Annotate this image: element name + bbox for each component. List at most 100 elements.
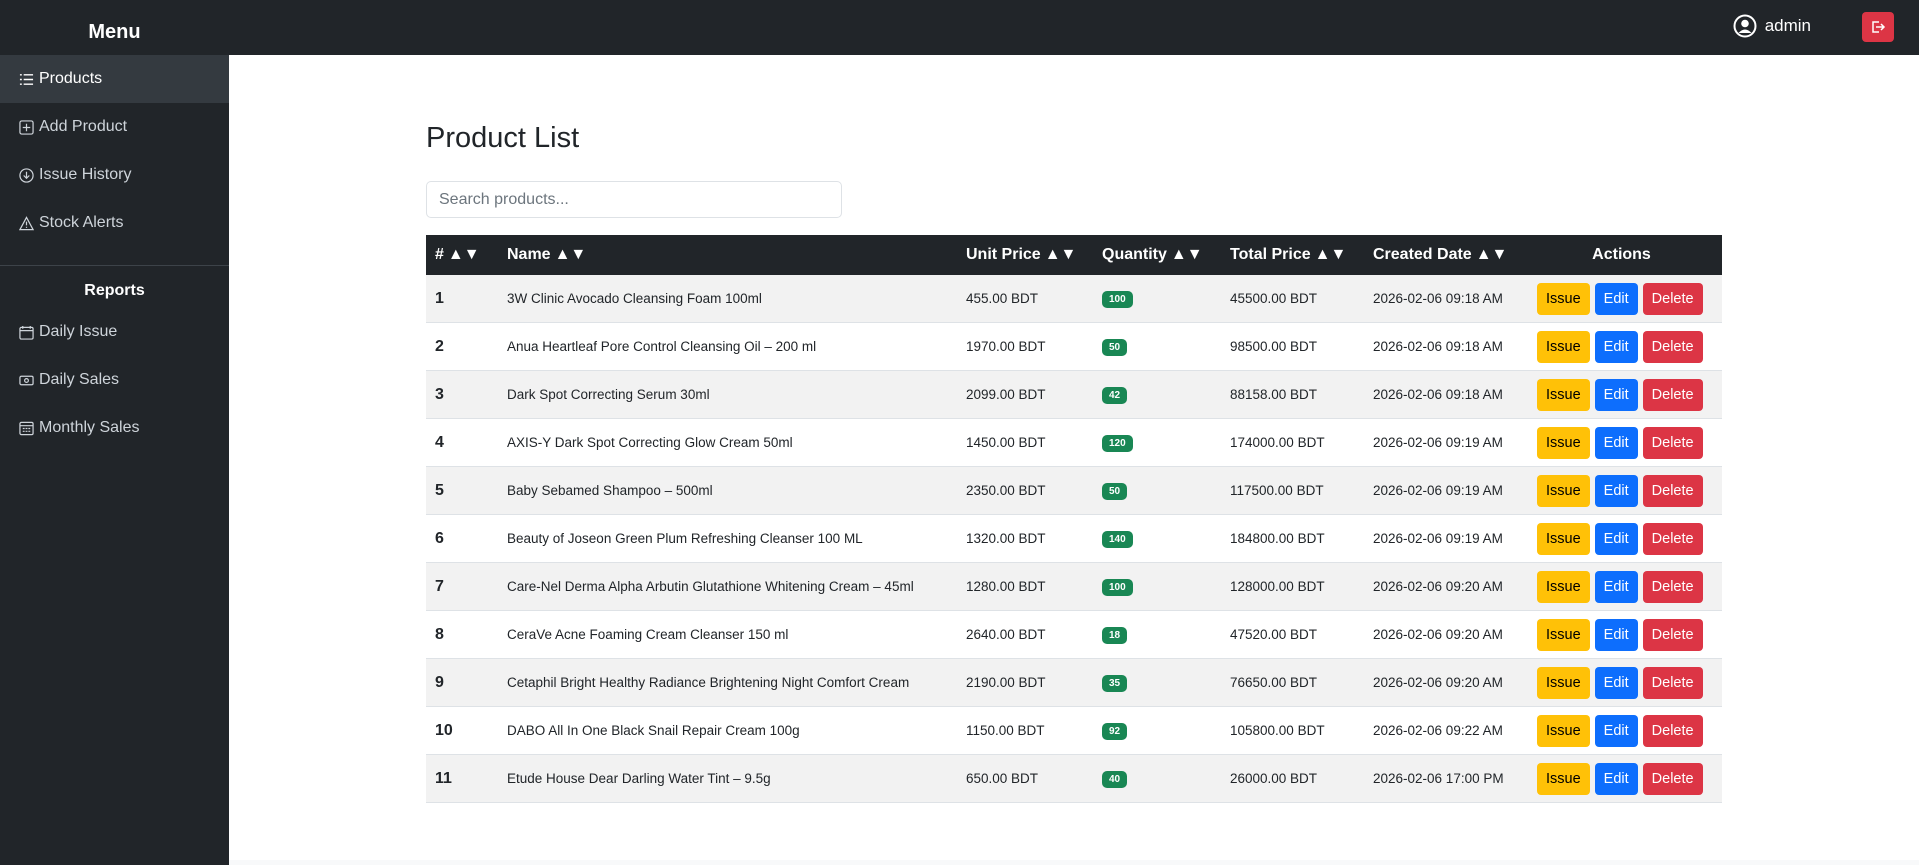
sort-indicator[interactable]: ▲▼ bbox=[447, 246, 480, 263]
sort-indicator[interactable]: ▲▼ bbox=[1475, 246, 1508, 263]
table-row: 7 Care-Nel Derma Alpha Arbutin Glutathion… bbox=[426, 562, 1722, 611]
nav-link[interactable]: Issue History bbox=[0, 151, 229, 199]
issue-button[interactable]: Issue bbox=[1537, 762, 1590, 795]
nav-link[interactable]: Stock Alerts bbox=[0, 199, 229, 247]
delete-button[interactable]: Delete bbox=[1642, 714, 1703, 747]
delete-button[interactable]: Delete bbox=[1642, 378, 1703, 411]
edit-button[interactable]: Edit bbox=[1594, 618, 1638, 651]
actions-cell: Issue Edit Delete bbox=[1521, 370, 1722, 419]
quantity-badge: 42 bbox=[1102, 386, 1128, 404]
table-cell: 98500.00 BDT bbox=[1221, 322, 1364, 371]
table-cell: 2026-02-06 09:20 AM bbox=[1364, 658, 1521, 707]
table-cell: DABO All In One Black Snail Repair Cream… bbox=[498, 706, 957, 755]
issue-button[interactable]: Issue bbox=[1537, 378, 1590, 411]
delete-button[interactable]: Delete bbox=[1642, 474, 1703, 507]
edit-button[interactable]: Edit bbox=[1594, 282, 1638, 315]
delete-button[interactable]: Delete bbox=[1642, 330, 1703, 363]
row-id: 1 bbox=[426, 275, 498, 323]
quantity-cell: 50 bbox=[1093, 322, 1221, 371]
nav-label: Daily Issue bbox=[39, 323, 118, 340]
table-row: 6 Beauty of Joseon Green Plum Refreshing … bbox=[426, 514, 1722, 563]
quantity-cell: 35 bbox=[1093, 658, 1221, 707]
row-id: 7 bbox=[426, 562, 498, 611]
column-header[interactable]: # ▲▼ bbox=[426, 235, 498, 275]
quantity-cell: 140 bbox=[1093, 514, 1221, 563]
column-header[interactable]: Created Date ▲▼ bbox=[1364, 235, 1521, 275]
quantity-cell: 92 bbox=[1093, 706, 1221, 755]
delete-button[interactable]: Delete bbox=[1642, 666, 1703, 699]
column-label: Quantity bbox=[1102, 246, 1167, 263]
issue-button[interactable]: Issue bbox=[1537, 282, 1590, 315]
edit-button[interactable]: Edit bbox=[1594, 378, 1638, 411]
column-header[interactable]: Total Price ▲▼ bbox=[1221, 235, 1364, 275]
sort-indicator[interactable]: ▲▼ bbox=[554, 246, 587, 263]
table-cell: 1150.00 BDT bbox=[957, 706, 1093, 755]
nav-label: Products bbox=[39, 70, 103, 87]
table-cell: 88158.00 BDT bbox=[1221, 370, 1364, 419]
nav-link[interactable]: Add Product bbox=[0, 103, 229, 151]
logout-icon bbox=[1872, 21, 1886, 33]
table-cell: 2026-02-06 17:00 PM bbox=[1364, 754, 1521, 803]
nav-icon bbox=[19, 167, 34, 183]
issue-button[interactable]: Issue bbox=[1537, 666, 1590, 699]
edit-button[interactable]: Edit bbox=[1594, 330, 1638, 363]
search-input[interactable] bbox=[426, 181, 842, 218]
table-cell: Cetaphil Bright Healthy Radiance Brighte… bbox=[498, 658, 957, 707]
sort-indicator[interactable]: ▲▼ bbox=[1044, 246, 1077, 263]
edit-button[interactable]: Edit bbox=[1594, 762, 1638, 795]
edit-button[interactable]: Edit bbox=[1594, 522, 1638, 555]
edit-button[interactable]: Edit bbox=[1594, 714, 1638, 747]
issue-button[interactable]: Issue bbox=[1537, 522, 1590, 555]
column-header[interactable]: Quantity ▲▼ bbox=[1093, 235, 1221, 275]
delete-button[interactable]: Delete bbox=[1642, 522, 1703, 555]
issue-button[interactable]: Issue bbox=[1537, 714, 1590, 747]
table-cell: 2026-02-06 09:18 AM bbox=[1364, 322, 1521, 371]
delete-button[interactable]: Delete bbox=[1642, 426, 1703, 459]
table-cell: 76650.00 BDT bbox=[1221, 658, 1364, 707]
sort-indicator[interactable]: ▲▼ bbox=[1314, 246, 1347, 263]
quantity-badge: 40 bbox=[1102, 770, 1128, 788]
column-label: Actions bbox=[1592, 246, 1651, 263]
table-cell: 2026-02-06 09:20 AM bbox=[1364, 562, 1521, 611]
sort-indicator[interactable]: ▲▼ bbox=[1170, 246, 1203, 263]
delete-button[interactable]: Delete bbox=[1642, 570, 1703, 603]
logout-button[interactable] bbox=[1862, 12, 1894, 42]
nav-link[interactable]: Monthly Sales bbox=[0, 404, 229, 452]
nav-link[interactable]: Products bbox=[0, 55, 229, 103]
quantity-badge: 35 bbox=[1102, 674, 1128, 692]
issue-button[interactable]: Issue bbox=[1537, 570, 1590, 603]
user-name: admin bbox=[1764, 16, 1811, 35]
edit-button[interactable]: Edit bbox=[1594, 426, 1638, 459]
nav-link[interactable]: Daily Issue bbox=[0, 308, 229, 356]
edit-button[interactable]: Edit bbox=[1594, 570, 1638, 603]
column-label: Total Price bbox=[1230, 246, 1311, 263]
quantity-cell: 18 bbox=[1093, 610, 1221, 659]
delete-button[interactable]: Delete bbox=[1642, 282, 1703, 315]
nav-reports: Daily Issue Daily Sales Monthly Sales bbox=[0, 308, 229, 452]
issue-button[interactable]: Issue bbox=[1537, 330, 1590, 363]
column-label: Created Date bbox=[1373, 246, 1472, 263]
column-header[interactable]: Name ▲▼ bbox=[498, 235, 957, 275]
quantity-cell: 40 bbox=[1093, 754, 1221, 803]
quantity-cell: 42 bbox=[1093, 370, 1221, 419]
row-id: 2 bbox=[426, 322, 498, 371]
issue-button[interactable]: Issue bbox=[1537, 426, 1590, 459]
actions-cell: Issue Edit Delete bbox=[1521, 658, 1722, 707]
delete-button[interactable]: Delete bbox=[1642, 618, 1703, 651]
delete-button[interactable]: Delete bbox=[1642, 762, 1703, 795]
edit-button[interactable]: Edit bbox=[1594, 666, 1638, 699]
table-cell: 2026-02-06 09:19 AM bbox=[1364, 514, 1521, 563]
edit-button[interactable]: Edit bbox=[1594, 474, 1638, 507]
nav-link[interactable]: Daily Sales bbox=[0, 356, 229, 404]
nav-icon bbox=[19, 421, 34, 435]
user-menu[interactable]: admin bbox=[1733, 14, 1811, 38]
quantity-badge: 100 bbox=[1102, 578, 1133, 596]
actions-cell: Issue Edit Delete bbox=[1521, 275, 1722, 323]
issue-button[interactable]: Issue bbox=[1537, 618, 1590, 651]
table-cell: 2640.00 BDT bbox=[957, 610, 1093, 659]
quantity-cell: 100 bbox=[1093, 275, 1221, 323]
table-cell: 2190.00 BDT bbox=[957, 658, 1093, 707]
column-header[interactable]: Unit Price ▲▼ bbox=[957, 235, 1093, 275]
issue-button[interactable]: Issue bbox=[1537, 474, 1590, 507]
table-cell: 47520.00 BDT bbox=[1221, 610, 1364, 659]
